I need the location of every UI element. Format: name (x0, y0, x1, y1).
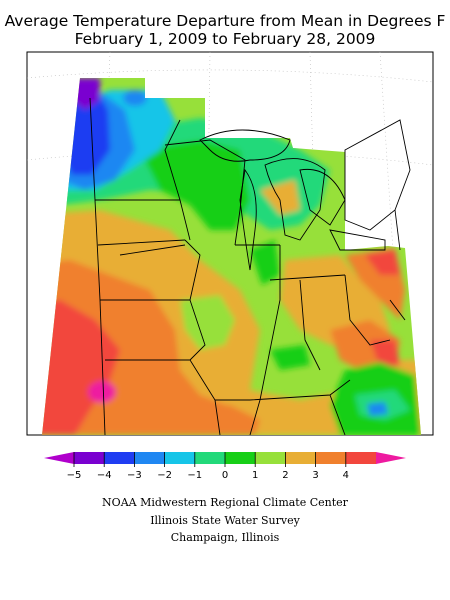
legend-swatch (194, 452, 226, 464)
legend-swatch (164, 452, 196, 464)
credit-location: Champaign, Illinois (170, 531, 280, 544)
legend-tick-label: −5 (67, 470, 82, 481)
legend-tick-label: 1 (252, 470, 258, 481)
legend-swatch (74, 452, 105, 464)
credit-isws: Illinois State Water Survey (150, 514, 300, 527)
map-date-range: February 1, 2009 to February 28, 2009 (74, 30, 376, 48)
legend-over-arrow (376, 452, 406, 464)
legend-swatch (285, 452, 317, 464)
legend-swatch (225, 452, 256, 464)
legend-under-arrow (44, 452, 74, 464)
legend-tick-label: 2 (282, 470, 288, 481)
legend-swatch (134, 452, 166, 464)
map-title: Average Temperature Departure from Mean … (4, 12, 446, 30)
legend-tick-label: −1 (187, 470, 202, 481)
legend-colorbar: −5 −4 −3 −2 −1 0 1 2 3 4 (44, 452, 406, 481)
legend-tick-label: 0 (222, 470, 228, 481)
legend-tick-label: −2 (157, 470, 172, 481)
legend-tick-label: 3 (312, 470, 318, 481)
state-boundaries (89, 97, 411, 436)
legend-tick-label: −4 (97, 470, 112, 481)
legend-tick-label: 4 (343, 470, 349, 481)
credit-noaa: NOAA Midwestern Regional Climate Center (102, 496, 348, 509)
legend-swatch (315, 452, 347, 464)
legend-swatch (345, 452, 377, 464)
legend-tick-label: −3 (127, 470, 142, 481)
legend-swatch (255, 452, 286, 464)
legend-swatch (104, 452, 135, 464)
